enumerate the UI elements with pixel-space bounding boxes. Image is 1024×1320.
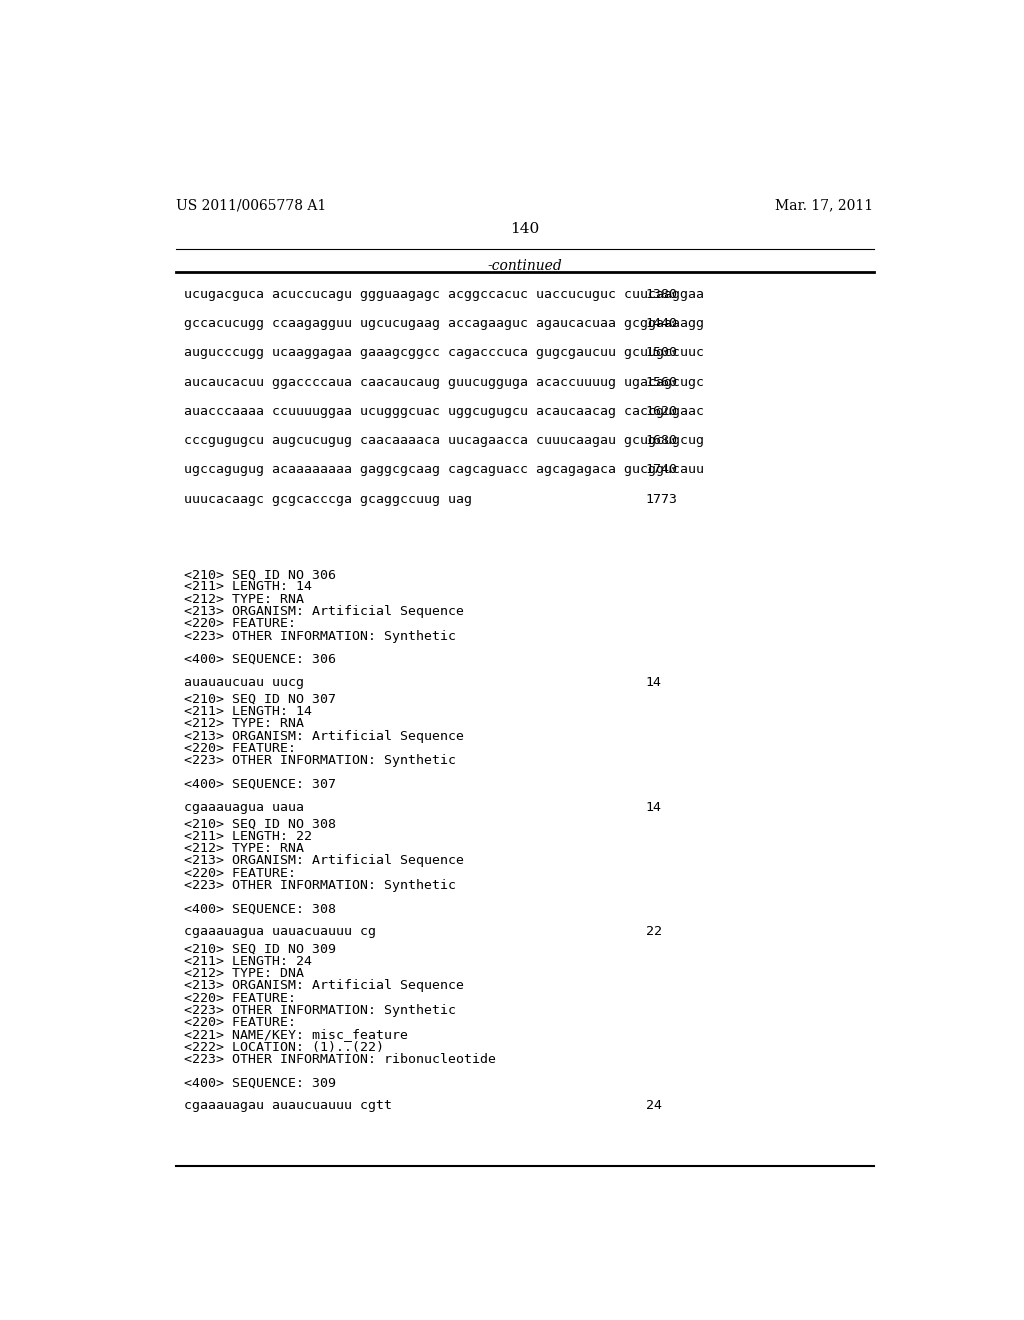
- Text: <213> ORGANISM: Artificial Sequence: <213> ORGANISM: Artificial Sequence: [183, 605, 464, 618]
- Text: 22: 22: [646, 925, 662, 939]
- Text: 1773: 1773: [646, 492, 678, 506]
- Text: <213> ORGANISM: Artificial Sequence: <213> ORGANISM: Artificial Sequence: [183, 979, 464, 993]
- Text: Mar. 17, 2011: Mar. 17, 2011: [775, 198, 873, 213]
- Text: ucugacguca acuccucagu ggguaagagc acggccacuc uaccucuguc cuucaaggaa: ucugacguca acuccucagu ggguaagagc acggcca…: [183, 288, 703, 301]
- Text: uuucacaagc gcgcacccga gcaggccuug uag: uuucacaagc gcgcacccga gcaggccuug uag: [183, 492, 472, 506]
- Text: <220> FEATURE:: <220> FEATURE:: [183, 867, 296, 880]
- Text: <210> SEQ ID NO 309: <210> SEQ ID NO 309: [183, 942, 336, 956]
- Text: 24: 24: [646, 1100, 662, 1113]
- Text: 1740: 1740: [646, 463, 678, 477]
- Text: <400> SEQUENCE: 307: <400> SEQUENCE: 307: [183, 777, 336, 791]
- Text: 14: 14: [646, 676, 662, 689]
- Text: 1620: 1620: [646, 405, 678, 418]
- Text: cgaaauagua uauacuauuu cg: cgaaauagua uauacuauuu cg: [183, 925, 376, 939]
- Text: <212> TYPE: RNA: <212> TYPE: RNA: [183, 842, 304, 855]
- Text: <221> NAME/KEY: misc_feature: <221> NAME/KEY: misc_feature: [183, 1028, 408, 1041]
- Text: <210> SEQ ID NO 308: <210> SEQ ID NO 308: [183, 817, 336, 830]
- Text: <400> SEQUENCE: 309: <400> SEQUENCE: 309: [183, 1076, 336, 1089]
- Text: <210> SEQ ID NO 307: <210> SEQ ID NO 307: [183, 693, 336, 706]
- Text: cgaaauagau auaucuauuu cgtt: cgaaauagau auaucuauuu cgtt: [183, 1100, 392, 1113]
- Text: cgaaauagua uaua: cgaaauagua uaua: [183, 800, 304, 813]
- Text: <222> LOCATION: (1)..(22): <222> LOCATION: (1)..(22): [183, 1040, 384, 1053]
- Text: <211> LENGTH: 14: <211> LENGTH: 14: [183, 705, 311, 718]
- Text: <223> OTHER INFORMATION: Synthetic: <223> OTHER INFORMATION: Synthetic: [183, 879, 456, 892]
- Text: <223> OTHER INFORMATION: ribonucleotide: <223> OTHER INFORMATION: ribonucleotide: [183, 1053, 496, 1067]
- Text: augucccugg ucaaggagaa gaaagcggcc cagacccuca gugcgaucuu gcuugccuuc: augucccugg ucaaggagaa gaaagcggcc cagaccc…: [183, 346, 703, 359]
- Text: cccgugugcu augcucugug caacaaaaca uucagaacca cuuucaagau gcugcugcug: cccgugugcu augcucugug caacaaaaca uucagaa…: [183, 434, 703, 447]
- Text: <400> SEQUENCE: 306: <400> SEQUENCE: 306: [183, 653, 336, 665]
- Text: auacccaaaa ccuuuuggaa ucugggcuac uggcugugcu acaucaacag caccgugaac: auacccaaaa ccuuuuggaa ucugggcuac uggcugu…: [183, 405, 703, 418]
- Text: <220> FEATURE:: <220> FEATURE:: [183, 991, 296, 1005]
- Text: <212> TYPE: DNA: <212> TYPE: DNA: [183, 966, 304, 979]
- Text: <400> SEQUENCE: 308: <400> SEQUENCE: 308: [183, 903, 336, 915]
- Text: ugccagugug acaaaaaaaa gaggcgcaag cagcaguacc agcagagaca gucggucauu: ugccagugug acaaaaaaaa gaggcgcaag cagcagu…: [183, 463, 703, 477]
- Text: <211> LENGTH: 24: <211> LENGTH: 24: [183, 954, 311, 968]
- Text: <210> SEQ ID NO 306: <210> SEQ ID NO 306: [183, 568, 336, 581]
- Text: <211> LENGTH: 14: <211> LENGTH: 14: [183, 581, 311, 594]
- Text: <220> FEATURE:: <220> FEATURE:: [183, 742, 296, 755]
- Text: 1680: 1680: [646, 434, 678, 447]
- Text: <220> FEATURE:: <220> FEATURE:: [183, 1016, 296, 1030]
- Text: <212> TYPE: RNA: <212> TYPE: RNA: [183, 593, 304, 606]
- Text: <223> OTHER INFORMATION: Synthetic: <223> OTHER INFORMATION: Synthetic: [183, 755, 456, 767]
- Text: <211> LENGTH: 22: <211> LENGTH: 22: [183, 830, 311, 843]
- Text: <223> OTHER INFORMATION: Synthetic: <223> OTHER INFORMATION: Synthetic: [183, 1003, 456, 1016]
- Text: auauaucuau uucg: auauaucuau uucg: [183, 676, 304, 689]
- Text: <220> FEATURE:: <220> FEATURE:: [183, 618, 296, 631]
- Text: gccacucugg ccaagagguu ugcucugaag accagaaguc agaucacuaa gcggaaaagg: gccacucugg ccaagagguu ugcucugaag accagaa…: [183, 317, 703, 330]
- Text: <213> ORGANISM: Artificial Sequence: <213> ORGANISM: Artificial Sequence: [183, 854, 464, 867]
- Text: aucaucacuu ggaccccaua caacaucaug guucugguga acaccuuuug ugacagcugc: aucaucacuu ggaccccaua caacaucaug guucugg…: [183, 376, 703, 388]
- Text: US 2011/0065778 A1: US 2011/0065778 A1: [176, 198, 327, 213]
- Text: 1560: 1560: [646, 376, 678, 388]
- Text: <223> OTHER INFORMATION: Synthetic: <223> OTHER INFORMATION: Synthetic: [183, 630, 456, 643]
- Text: 14: 14: [646, 800, 662, 813]
- Text: 1380: 1380: [646, 288, 678, 301]
- Text: <212> TYPE: RNA: <212> TYPE: RNA: [183, 718, 304, 730]
- Text: -continued: -continued: [487, 259, 562, 272]
- Text: 140: 140: [510, 222, 540, 235]
- Text: <213> ORGANISM: Artificial Sequence: <213> ORGANISM: Artificial Sequence: [183, 730, 464, 743]
- Text: 1440: 1440: [646, 317, 678, 330]
- Text: 1500: 1500: [646, 346, 678, 359]
